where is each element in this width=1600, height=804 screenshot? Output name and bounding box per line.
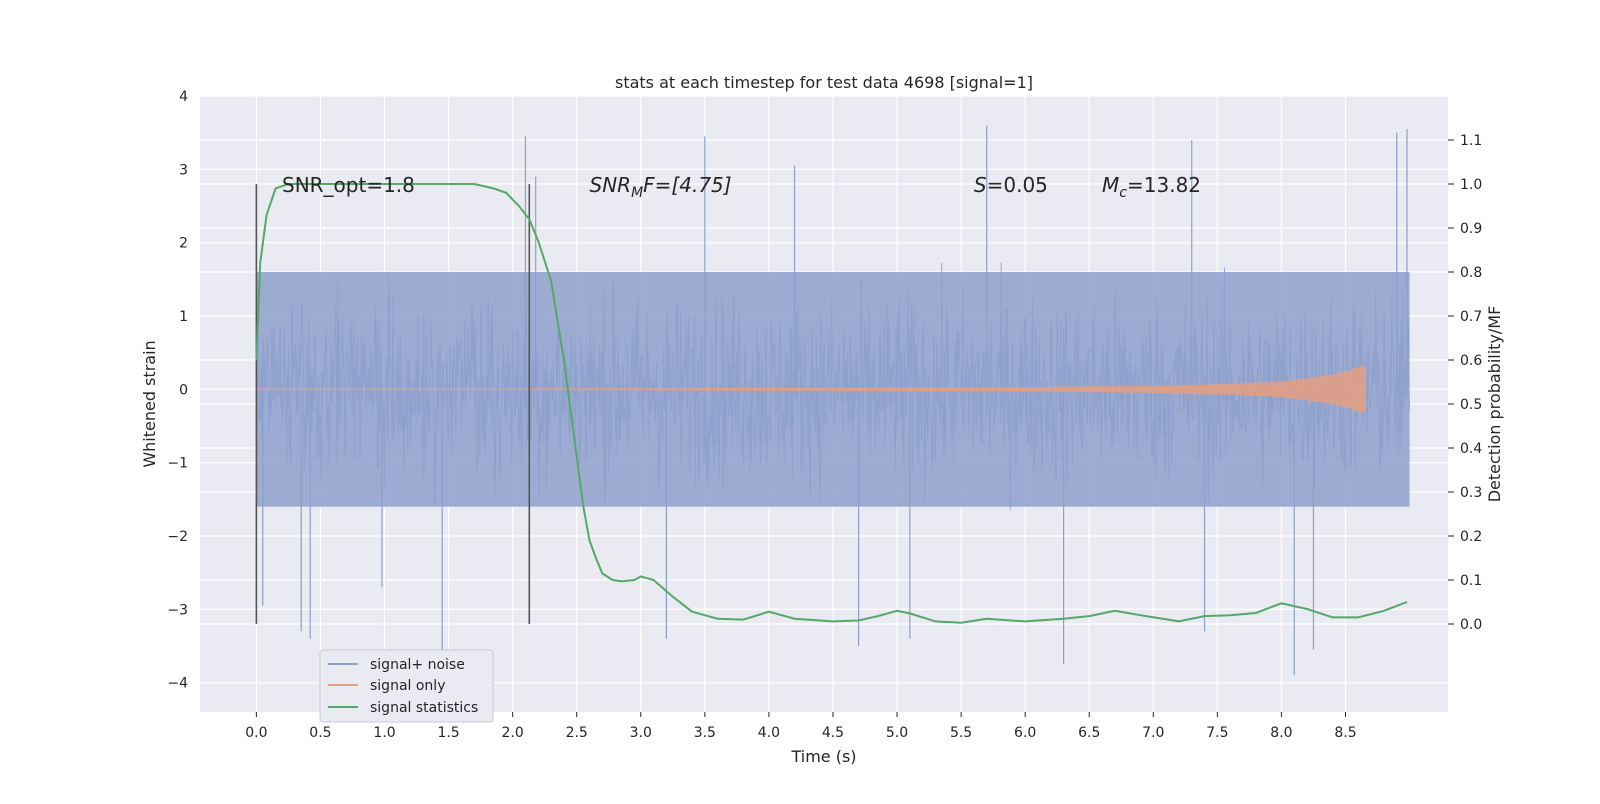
annotation-mc: Mc=13.82	[1102, 173, 1201, 201]
y-left-tick-label: 3	[179, 162, 188, 178]
stats-line	[255, 183, 1408, 624]
y-axis-left-label: Whitened strain	[140, 340, 159, 467]
legend-box	[319, 649, 494, 723]
x-tick-label: 6.5	[1078, 725, 1100, 741]
x-tick-label: 3.5	[694, 725, 716, 741]
y-right-tick-label: 0.0	[1460, 617, 1482, 633]
series-signal-only	[256, 365, 1366, 414]
y-left-tick-label: −3	[167, 602, 188, 618]
annotation-s-math: S	[974, 173, 987, 197]
y-right-tick-label: 0.1	[1460, 573, 1482, 589]
y-left-tick-label: −4	[167, 676, 188, 692]
x-tick-label: 4.0	[758, 725, 780, 741]
annotation-snr-mf-rest: F=[4.75]	[643, 173, 731, 197]
y-right-tick-label: 0.3	[1460, 485, 1482, 501]
x-tick-label: 8.0	[1270, 725, 1292, 741]
x-axis-ticks: 0.0 0.5 1.0 1.5 2.0 2.5 3.0 3.5 4.0 4.5 5.0 5.5 6.0 6…	[245, 712, 1357, 741]
marker-lines	[255, 184, 531, 624]
y-right-tick-label: 0.9	[1460, 221, 1482, 237]
y-left-tick-label: −2	[167, 529, 188, 545]
y-right-tick-label: 0.8	[1460, 265, 1482, 281]
annotation-s-rest: =0.05	[987, 173, 1048, 197]
y-left-tick-label: −1	[167, 456, 188, 472]
annotation-snr-mf: SNRMF=[4.75]	[590, 173, 732, 201]
legend-label-signal-only: signal only	[370, 678, 445, 694]
x-tick-label: 7.0	[1142, 725, 1164, 741]
x-tick-label: 1.0	[373, 725, 395, 741]
x-axis-label: Time (s)	[790, 747, 856, 766]
y-right-tick-label: 1.0	[1460, 177, 1482, 193]
chart-title: stats at each timestep for test data 469…	[615, 73, 1033, 92]
x-tick-label: 0.0	[245, 725, 267, 741]
x-tick-label: 0.5	[309, 725, 331, 741]
annotation-mc-rest: =13.82	[1127, 173, 1201, 197]
annotation-snr-opt: SNR_opt=1.8	[282, 173, 415, 197]
series-signal-statistics	[255, 183, 1408, 624]
x-tick-label: 3.0	[630, 725, 652, 741]
legend-label-signal-statistics: signal statistics	[370, 700, 478, 716]
x-tick-label: 7.5	[1206, 725, 1228, 741]
annotation-s: S=0.05	[974, 173, 1048, 197]
y-left-tick-label: 4	[179, 89, 188, 105]
annotation-snr-mf-sub: M	[631, 185, 643, 201]
x-tick-label: 1.5	[437, 725, 459, 741]
x-tick-label: 2.0	[502, 725, 524, 741]
x-tick-label: 8.5	[1334, 725, 1356, 741]
x-tick-label: 5.5	[950, 725, 972, 741]
annotation-snr-mf-math: SNR	[590, 173, 632, 197]
y-left-tick-label: 0	[179, 382, 188, 398]
legend-label-signal-noise: signal+ noise	[370, 657, 465, 673]
y-axis-right-ticks: 0.0 0.1 0.2 0.3 0.4 0.5 0.6 0.7 0.8 0.9 1.0 1.1	[1448, 133, 1482, 633]
x-tick-label: 5.0	[886, 725, 908, 741]
y-left-tick-label: 1	[179, 309, 188, 325]
annotation-mc-sub: c	[1119, 185, 1127, 201]
annotations: SNR_opt=1.8 SNRMF=[4.75] S=0.05 Mc=13.82	[282, 173, 1201, 201]
y-right-tick-label: 0.4	[1460, 441, 1482, 457]
annotation-mc-math: M	[1102, 173, 1119, 197]
y-axis-left-ticks: −4 −3 −2 −1 0 1 2 3 4	[167, 89, 188, 692]
x-tick-label: 6.0	[1014, 725, 1036, 741]
x-tick-label: 2.5	[566, 725, 588, 741]
y-right-tick-label: 0.5	[1460, 397, 1482, 413]
y-right-tick-label: 0.7	[1460, 309, 1482, 325]
y-left-tick-label: 2	[179, 236, 188, 252]
legend: signal+ noise signal only signal statist…	[319, 649, 494, 723]
y-right-tick-label: 1.1	[1460, 133, 1482, 149]
y-axis-right-label: Detection probability/MF	[1485, 306, 1504, 503]
x-tick-label: 4.5	[822, 725, 844, 741]
y-right-tick-label: 0.6	[1460, 353, 1482, 369]
y-right-tick-label: 0.2	[1460, 529, 1482, 545]
